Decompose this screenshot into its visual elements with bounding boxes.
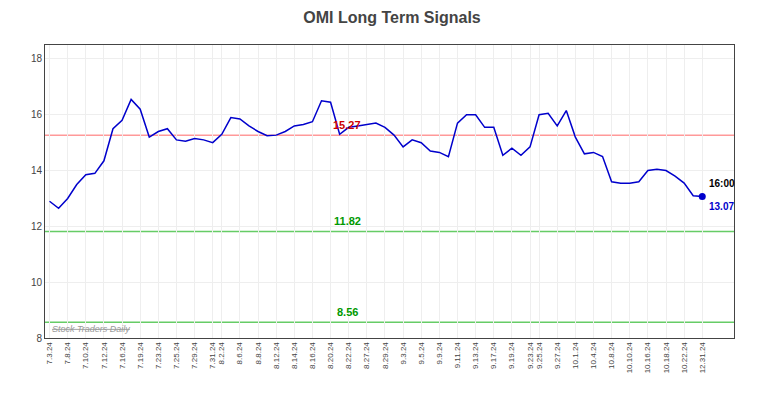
svg-text:16: 16 (31, 109, 43, 120)
svg-text:9.25.24: 9.25.24 (535, 342, 544, 369)
svg-text:7.23.24: 7.23.24 (154, 342, 163, 369)
svg-text:12.31.24: 12.31.24 (698, 342, 707, 374)
svg-text:7.25.24: 7.25.24 (172, 342, 181, 369)
svg-text:7.12.24: 7.12.24 (100, 342, 109, 369)
svg-text:9.9.24: 9.9.24 (435, 342, 444, 365)
svg-text:7.10.24: 7.10.24 (81, 342, 90, 369)
svg-text:8: 8 (36, 333, 42, 344)
svg-text:10.8.24: 10.8.24 (607, 342, 616, 369)
svg-text:8.20.24: 8.20.24 (326, 342, 335, 369)
svg-text:7.19.24: 7.19.24 (136, 342, 145, 369)
svg-text:8.22.24: 8.22.24 (344, 342, 353, 369)
svg-text:8.2.24: 8.2.24 (217, 342, 226, 365)
svg-text:11.82: 11.82 (334, 215, 361, 227)
svg-text:8.12.24: 8.12.24 (272, 342, 281, 369)
svg-text:9.19.24: 9.19.24 (507, 342, 516, 369)
svg-text:12: 12 (31, 221, 43, 232)
svg-text:9.11.24: 9.11.24 (453, 342, 462, 369)
svg-text:9.27.24: 9.27.24 (553, 342, 562, 369)
svg-text:OMI Long Term Signals: OMI Long Term Signals (303, 9, 481, 26)
svg-text:8.8.24: 8.8.24 (254, 342, 263, 365)
svg-text:8.29.24: 8.29.24 (381, 342, 390, 369)
svg-text:10.18.24: 10.18.24 (662, 342, 671, 374)
svg-text:13.07: 13.07 (709, 201, 734, 212)
svg-text:8.6.24: 8.6.24 (236, 342, 245, 365)
svg-text:10.4.24: 10.4.24 (589, 342, 598, 369)
svg-text:10.1.24: 10.1.24 (571, 342, 580, 369)
svg-text:10.10.24: 10.10.24 (625, 342, 634, 374)
svg-text:10.22.24: 10.22.24 (680, 342, 689, 374)
svg-text:10.16.24: 10.16.24 (643, 342, 652, 374)
svg-text:8.56: 8.56 (337, 306, 358, 318)
svg-text:7.16.24: 7.16.24 (118, 342, 127, 369)
svg-text:9.23.24: 9.23.24 (526, 342, 535, 369)
svg-text:8.27.24: 8.27.24 (362, 342, 371, 369)
svg-text:9.5.24: 9.5.24 (417, 342, 426, 365)
svg-text:7.3.24: 7.3.24 (45, 342, 54, 365)
svg-text:14: 14 (31, 165, 43, 176)
svg-text:9.17.24: 9.17.24 (489, 342, 498, 369)
svg-text:15.27: 15.27 (333, 119, 361, 131)
svg-text:9.13.24: 9.13.24 (471, 342, 480, 369)
svg-text:8.16.24: 8.16.24 (308, 342, 317, 369)
svg-text:8.14.24: 8.14.24 (290, 342, 299, 369)
svg-text:Stock Traders Daily: Stock Traders Daily (52, 324, 130, 334)
svg-text:18: 18 (31, 53, 43, 64)
svg-text:7.29.24: 7.29.24 (190, 342, 199, 369)
svg-text:9.3.24: 9.3.24 (399, 342, 408, 365)
svg-text:7.8.24: 7.8.24 (63, 342, 72, 365)
svg-text:7.31.24: 7.31.24 (208, 342, 217, 369)
svg-text:16:00: 16:00 (709, 178, 735, 189)
svg-text:10: 10 (31, 277, 43, 288)
